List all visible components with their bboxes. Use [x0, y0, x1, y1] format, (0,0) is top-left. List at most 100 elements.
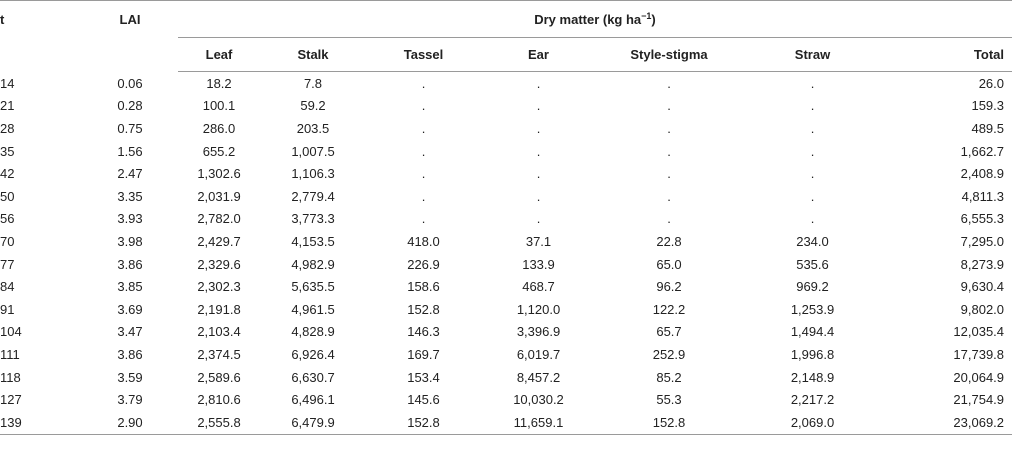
table-row: 28 0.75 286.0 203.5.... 489.5	[0, 117, 1012, 140]
cell-t: 70	[0, 233, 15, 249]
cell-ear: 37.1	[525, 233, 552, 249]
table-row: 21 0.28 100.1 59.2.... 159.3	[0, 95, 1012, 118]
cell-ear: .	[536, 211, 541, 227]
cell-t: 104	[0, 324, 22, 340]
dry-matter-label: Dry matter (kg ha	[534, 12, 642, 27]
cell-t: 35	[0, 143, 15, 159]
table-body: 14 0.06 18.2 7.8.... 26.0 21 0.28 100.1 59.2....…	[0, 72, 1012, 435]
cell-stalk: 1,106.3	[291, 166, 335, 182]
table-row: 77 3.86 2,329.6 4,982.9 226.9 133.9 65.0 535.6 8…	[0, 253, 1012, 276]
cell-ear: .	[536, 120, 541, 136]
cell-t: 139	[0, 410, 82, 435]
cell-straw: 535.6	[796, 256, 829, 272]
cell-tassel: .	[421, 75, 426, 91]
cell-ear: 6,019.7	[516, 346, 561, 362]
table-header: t LAI Dry matter (kg ha−1) Leaf Stalk Ta…	[0, 0, 1012, 72]
cell-total: 20,064.9	[953, 369, 1005, 385]
cell-straw: .	[810, 75, 815, 91]
cell-leaf: 2,302.3	[197, 279, 241, 295]
cell-total: 9,802.0	[960, 301, 1005, 317]
cell-tassel: .	[421, 143, 426, 159]
cell-style-stigma: .	[667, 75, 671, 91]
cell-tassel: .	[421, 188, 426, 204]
cell-style-stigma: 96.2	[656, 279, 682, 295]
cell-straw: 2,217.2	[790, 392, 835, 408]
cell-tassel: 146.3	[407, 324, 440, 340]
cell-stalk: 4,961.5	[291, 301, 335, 317]
cell-t: 21	[0, 98, 15, 114]
cell-tassel: .	[421, 211, 426, 227]
cell-straw: .	[810, 98, 815, 114]
table-row: 111 3.86 2,374.5 6,926.4 169.7 6,019.7 252.9 1,…	[0, 343, 1012, 366]
cell-stalk: 2,779.4	[291, 188, 335, 204]
cell-leaf: 100.1	[202, 98, 236, 114]
cell-leaf: 655.2	[202, 143, 236, 159]
cell-total: 489.5	[971, 120, 1005, 136]
cell-ear: .	[536, 98, 541, 114]
dry-matter-table: t LAI Dry matter (kg ha−1) Leaf Stalk Ta…	[0, 0, 1012, 435]
cell-straw: 1,253.9	[790, 301, 835, 317]
cell-tassel: 226.9	[407, 256, 440, 272]
cell-ear: 8,457.2	[516, 369, 561, 385]
cell-lai: 3.79	[117, 392, 143, 408]
header-t: t	[0, 0, 82, 72]
cell-total: 12,035.4	[953, 324, 1005, 340]
cell-tassel: 145.6	[407, 392, 440, 408]
cell-lai: 0.06	[117, 75, 143, 91]
cell-stalk: 7.8	[303, 75, 323, 91]
table-row: 91 3.69 2,191.8 4,961.5 152.8 1,120.0 122.2 1,2…	[0, 298, 1012, 321]
cell-leaf: 2,782.0	[197, 211, 241, 227]
cell-tassel: .	[421, 120, 426, 136]
cell-style-stigma: .	[667, 143, 671, 159]
table-row: 118 3.59 2,589.6 6,630.7 153.4 8,457.2 85.2 2,1…	[0, 366, 1012, 389]
cell-lai: 3.35	[117, 188, 143, 204]
cell-leaf: 2,810.6	[197, 392, 241, 408]
cell-total: 2,408.9	[960, 166, 1005, 182]
cell-total: 6,555.3	[960, 211, 1005, 227]
cell-ear: 10,030.2	[513, 392, 564, 408]
cell-straw: .	[810, 143, 815, 159]
cell-total: 9,630.4	[960, 279, 1005, 295]
cell-lai: 3.86	[117, 346, 143, 362]
cell-total: 7,295.0	[960, 233, 1005, 249]
cell-tassel: 152.8	[407, 301, 440, 317]
cell-straw: .	[810, 211, 815, 227]
cell-stalk: 4,153.5	[291, 233, 335, 249]
cell-stalk: 4,828.9	[291, 324, 335, 340]
cell-t: 91	[0, 301, 15, 317]
cell-straw: .	[810, 166, 815, 182]
cell-t: 14	[0, 75, 15, 91]
cell-style-stigma: .	[667, 98, 671, 114]
cell-ear: 1,120.0	[516, 301, 561, 317]
cell-total: 26.0	[978, 75, 1005, 91]
cell-leaf: 2,589.6	[197, 369, 241, 385]
header-tassel: Tassel	[366, 37, 481, 72]
header-style-stigma: Style-stigma	[596, 37, 742, 72]
cell-straw: 969.2	[796, 279, 829, 295]
cell-stalk: 1,007.5	[291, 143, 335, 159]
cell-leaf: 286.0	[202, 120, 236, 136]
cell-t: 127	[0, 392, 22, 408]
header-leaf: Leaf	[178, 37, 260, 72]
cell-stalk: 203.5	[296, 120, 330, 136]
cell-style-stigma: 65.7	[656, 324, 682, 340]
cell-style-stigma: 122.2	[652, 301, 686, 317]
header-stalk: Stalk	[260, 37, 366, 72]
cell-leaf: 2,191.8	[197, 301, 241, 317]
cell-total: 1,662.7	[960, 143, 1005, 159]
header-lai: LAI	[82, 0, 178, 72]
cell-tassel: .	[421, 98, 426, 114]
cell-straw: 1,996.8	[790, 346, 835, 362]
cell-tassel: 158.6	[407, 279, 440, 295]
table-row: 35 1.56 655.2 1,007.5.... 1,662.7	[0, 140, 1012, 163]
cell-straw: .	[810, 120, 815, 136]
cell-lai: 3.98	[117, 233, 143, 249]
cell-style-stigma: 152.8	[596, 410, 742, 435]
cell-style-stigma: 65.0	[656, 256, 682, 272]
cell-lai: 0.75	[117, 120, 143, 136]
cell-style-stigma: .	[667, 188, 671, 204]
cell-t: 111	[0, 346, 20, 362]
cell-leaf: 2,103.4	[197, 324, 241, 340]
cell-lai: 0.28	[117, 98, 143, 114]
dry-matter-close: )	[651, 12, 656, 27]
